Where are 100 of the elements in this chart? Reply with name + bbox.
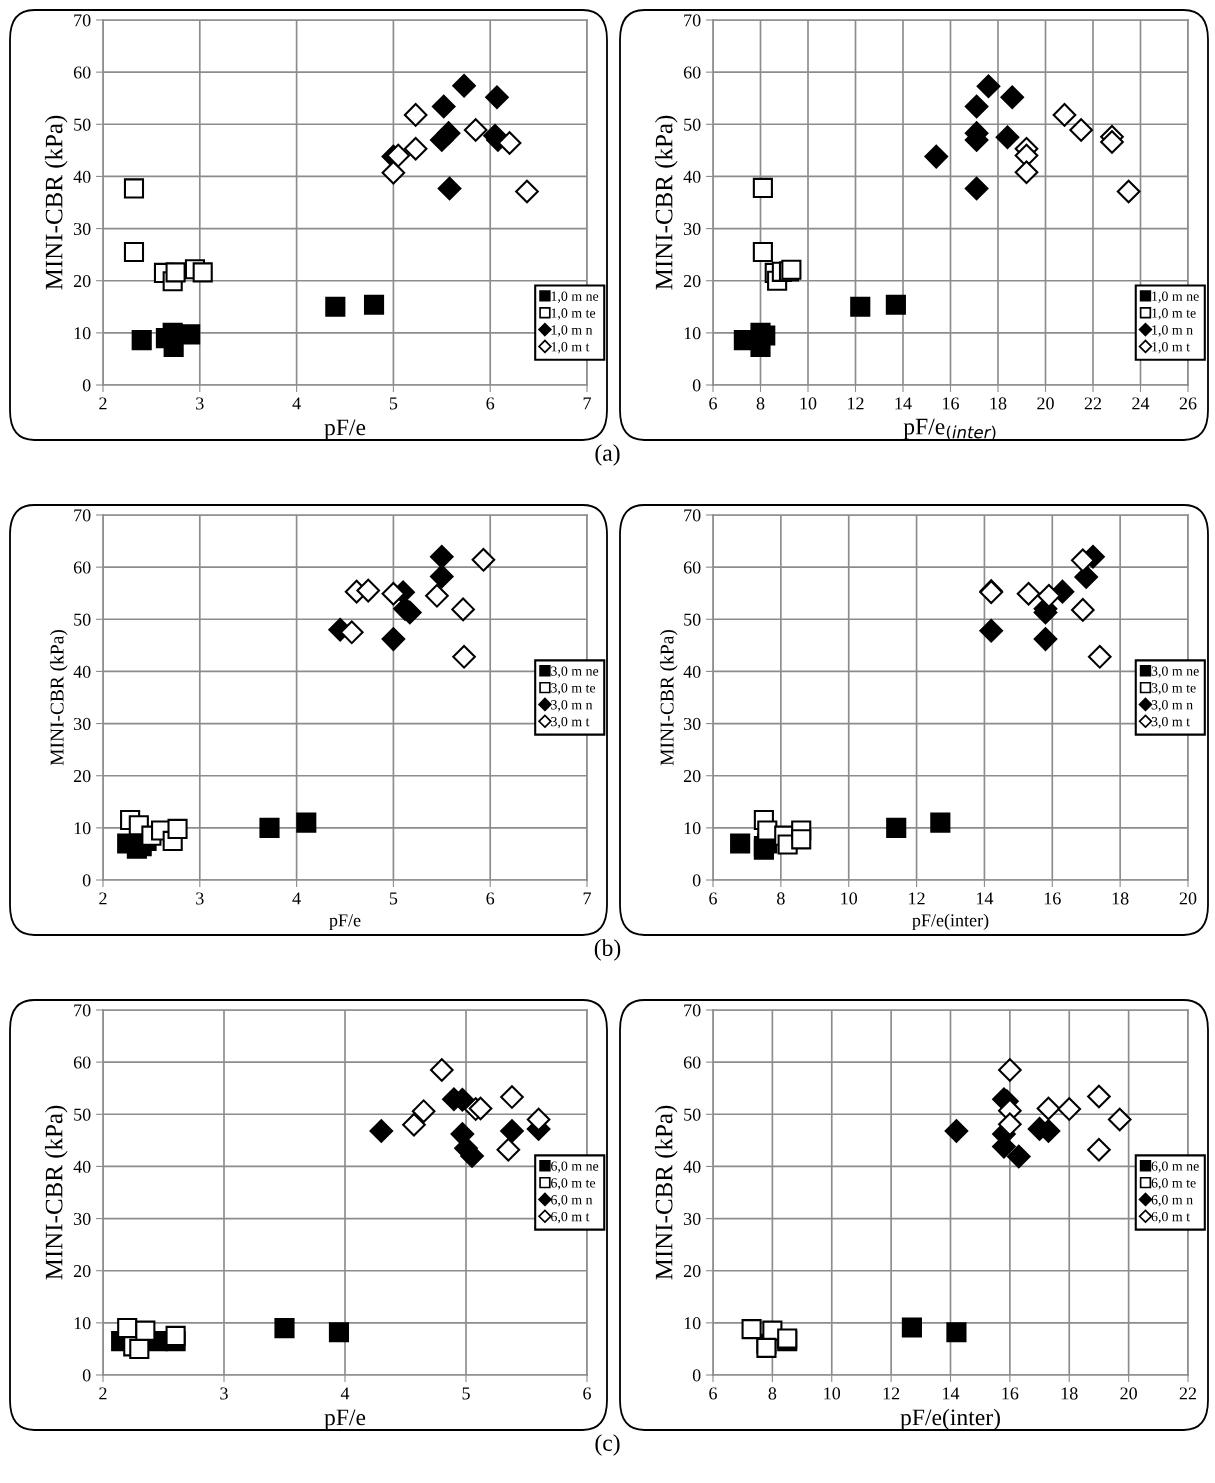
- x-tick-label: 6: [709, 397, 717, 410]
- x-tick-label: 3: [196, 397, 204, 410]
- x-tick-label: 4: [292, 397, 301, 410]
- y-tick-label: 30: [684, 717, 701, 731]
- y-tick-label: 20: [683, 1264, 701, 1278]
- x-tick-label: 2: [99, 397, 107, 410]
- y-tick-label: 70: [684, 1004, 701, 1017]
- y-tick-label: 40: [683, 1160, 701, 1173]
- y-tick-label: 30: [74, 717, 91, 731]
- y-tick-label: 50: [684, 1108, 701, 1121]
- y-tick-label: 60: [73, 561, 91, 574]
- x-tick-label: 7: [583, 397, 591, 410]
- x-tick-label: 8: [768, 1387, 777, 1400]
- x-tick-label: 20: [1037, 397, 1054, 410]
- text: (b): [594, 939, 621, 961]
- y-tick-label: 70: [74, 14, 91, 27]
- legend-label: 1,0 m n: [551, 325, 593, 337]
- y-axis-title: MINI-CBR (kPa): [44, 115, 68, 290]
- x-axis-title: pF/e: [324, 1409, 366, 1431]
- x-tick-label: 20: [1120, 1387, 1137, 1400]
- x-tick-label: 14: [976, 892, 994, 905]
- y-tick-label: 20: [683, 274, 701, 288]
- legend-label: 1,0 m te: [551, 308, 596, 320]
- legend-label: 1,0 m ne: [1152, 291, 1199, 303]
- x-tick-label: 12: [909, 892, 925, 905]
- y-tick-label: 40: [73, 665, 91, 678]
- y-tick-label: 60: [73, 1056, 91, 1069]
- x-tick-label: 2: [99, 1387, 107, 1400]
- y-tick-label: 50: [74, 613, 91, 626]
- y-tick-label: 60: [73, 66, 91, 79]
- x-tick-label: 18: [1061, 1387, 1078, 1400]
- x-tick-label: 22: [1084, 397, 1102, 410]
- x-tick-label: 20: [1179, 892, 1197, 905]
- y-tick-label: 0: [692, 874, 701, 887]
- legend-label: 3,0 m ne: [551, 666, 599, 678]
- y-tick-label: 40: [73, 170, 91, 183]
- x-tick-label: 7: [583, 892, 591, 905]
- y-tick-label: 60: [683, 66, 701, 79]
- x-tick-label: 14: [895, 397, 912, 410]
- x-tick-label: 4: [292, 892, 301, 905]
- x-tick-label: 4: [340, 1387, 350, 1400]
- y-axis-title: MINI-CBR (kPa): [49, 630, 68, 766]
- y-tick-label: 30: [684, 222, 701, 236]
- text: (a): [595, 444, 620, 466]
- legend-label: 6,0 m n: [551, 1195, 593, 1207]
- y-tick-label: 0: [82, 874, 91, 887]
- y-axis-title: MINI-CBR (kPa): [654, 115, 678, 290]
- legend-label: 3,0 m n: [551, 700, 593, 712]
- legend-label: 1,0 m ne: [551, 291, 599, 303]
- x-tick-label: 10: [841, 892, 858, 905]
- y-tick-label: 0: [692, 379, 701, 392]
- x-tick-label: 14: [943, 1387, 960, 1400]
- x-tick-label: 16: [943, 397, 959, 410]
- legend-label: 3,0 m te: [1151, 683, 1196, 695]
- y-tick-label: 10: [74, 327, 91, 340]
- y-tick-label: 40: [73, 1160, 91, 1173]
- y-tick-label: 10: [684, 327, 701, 340]
- legend-label: 6,0 m n: [1151, 1195, 1193, 1207]
- y-tick-label: 50: [684, 613, 701, 626]
- legend-label: 6,0 m ne: [551, 1161, 599, 1173]
- legend-label: 3,0 m t: [551, 716, 590, 729]
- y-tick-label: 10: [74, 1317, 91, 1330]
- x-axis-title: pF/e: [324, 419, 366, 441]
- x-tick-label: 10: [824, 1387, 841, 1400]
- legend-label: 6,0 m t: [1151, 1211, 1190, 1224]
- y-tick-label: 10: [684, 1317, 701, 1330]
- y-tick-label: 0: [692, 1369, 701, 1382]
- legend-label: 3,0 m ne: [1151, 666, 1199, 678]
- x-axis-title: pF/e(inter): [900, 1408, 1000, 1431]
- x-axis-title: pF/e$_{(inter)}$: [903, 418, 996, 441]
- y-axis-title: MINI-CBR (kPa): [654, 1105, 678, 1280]
- x-tick-label: 12: [848, 397, 864, 410]
- x-tick-label: 6: [709, 1387, 717, 1400]
- x-tick-label: 16: [1002, 1387, 1019, 1400]
- y-tick-label: 20: [73, 1264, 91, 1278]
- y-tick-label: 10: [74, 822, 91, 835]
- legend-label: 1,0 m t: [1152, 342, 1190, 354]
- y-tick-label: 40: [683, 170, 701, 183]
- y-tick-label: 30: [74, 1212, 91, 1226]
- y-tick-label: 0: [82, 1369, 91, 1382]
- y-tick-label: 70: [684, 14, 701, 27]
- y-tick-label: 20: [683, 769, 701, 783]
- x-tick-label: 6: [486, 397, 495, 410]
- y-tick-label: 60: [683, 1056, 701, 1069]
- x-tick-label: 22: [1179, 1387, 1197, 1400]
- y-tick-label: 20: [73, 769, 91, 783]
- x-tick-label: 18: [990, 397, 1007, 410]
- x-tick-label: 18: [1112, 892, 1129, 905]
- y-tick-label: 0: [82, 379, 91, 392]
- y-tick-label: 70: [74, 509, 91, 522]
- x-tick-label: 8: [777, 892, 785, 905]
- legend-label: 1,0 m n: [1152, 325, 1193, 337]
- y-tick-label: 60: [683, 561, 701, 574]
- x-tick-label: 8: [756, 397, 765, 410]
- legend-label: 6,0 m te: [1151, 1178, 1196, 1190]
- y-tick-label: 70: [684, 509, 701, 522]
- text: (c): [595, 1434, 620, 1456]
- x-tick-label: 26: [1179, 397, 1197, 410]
- legend-label: 3,0 m n: [1151, 700, 1193, 712]
- x-tick-label: 6: [709, 892, 717, 905]
